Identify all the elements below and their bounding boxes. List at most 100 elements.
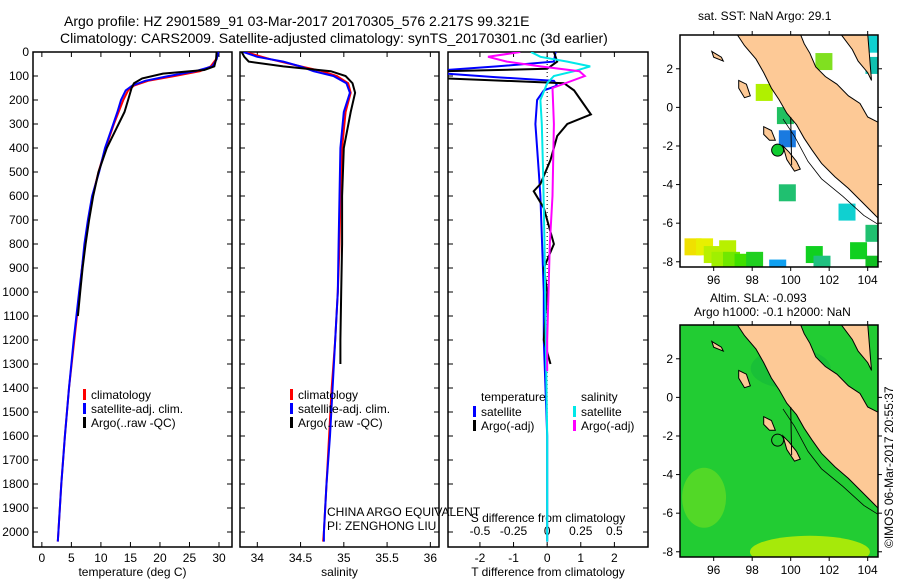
legend-label: satellite-adj. clim.: [91, 402, 183, 416]
plot-frame: [32, 51, 233, 548]
sst-cell: [778, 130, 796, 148]
x-tick-label: 35.5: [375, 551, 399, 565]
sla-map-title-1: Altim. SLA: -0.093: [710, 291, 807, 305]
land-island: [738, 79, 751, 99]
panel-difference: -2 -1 0 1 2T difference from climatology -0.5…: [447, 51, 649, 579]
lat-tick-label: -2: [662, 139, 673, 153]
y-tick-label: 1400: [2, 381, 29, 395]
x-tick-label: 35: [337, 551, 351, 565]
y-tick-label: 400: [9, 141, 29, 155]
sst-cell: [850, 242, 868, 260]
sst-cell: [746, 251, 764, 267]
y-tick-label: 1000: [2, 285, 29, 299]
legend-swatch: [573, 406, 576, 417]
credit-label: ©IMOS 06-Mar-2017 20:55:37: [882, 386, 896, 548]
series-line-satellite-adj-clim-: [243, 52, 351, 542]
x-tick-label: 10: [94, 551, 108, 565]
y-tick-label: 0: [22, 45, 29, 59]
sst-cell: [769, 259, 787, 267]
sst-cell: [815, 53, 833, 71]
land-island: [763, 125, 777, 141]
y-tick-label: 1100: [3, 309, 29, 323]
legend-swatch: [83, 389, 86, 400]
argo-position-marker: [771, 143, 785, 157]
sla-map-title-2: Argo h1000: -0.1 h2000: NaN: [694, 305, 851, 319]
legend-swatch: [290, 417, 293, 428]
sst-cell: [755, 83, 773, 101]
x-tick-label: 15: [124, 551, 138, 565]
legend-swatch: [573, 420, 576, 431]
legend-label: Argo(-adj): [481, 419, 534, 433]
plot-frame: [447, 51, 649, 548]
legend-label: climatology: [91, 388, 151, 402]
x-axis-label: T difference from climatology: [471, 565, 625, 579]
panel-salinity: 34 34.5 35 35.5 36 salinity climatologysatelli…: [239, 51, 440, 579]
y-tick-label: 500: [9, 165, 29, 179]
pi-name: PI: ZENGHONG LIU: [327, 519, 436, 533]
lat-tick-label: 0: [666, 100, 673, 114]
y-tick-label: 300: [9, 117, 29, 131]
series-line-argo-raw-qc-: [76, 52, 218, 317]
series-line-s-argo-adj-: [487, 52, 587, 372]
x-tick-label: 5: [68, 551, 75, 565]
series-line-climatology: [244, 52, 352, 542]
lon-tick-label: 100: [781, 563, 801, 577]
series-line-satellite-adj-clim-: [56, 52, 220, 542]
legend-label: satellite: [481, 405, 522, 419]
legend-swatch: [290, 403, 293, 414]
sla-anomaly-patch: [682, 467, 727, 528]
depth-contour: [782, 118, 878, 225]
x-tick-label: 34: [251, 551, 265, 565]
land-island: [710, 340, 725, 353]
lon-tick-label: 98: [746, 273, 760, 287]
lon-tick-label: 104: [858, 273, 878, 287]
legend-swatch: [473, 406, 476, 417]
map-sla: 96 98 100 102 104 2 0 -2 -4 -6 -8: [662, 321, 882, 577]
argo-position-marker: [771, 433, 785, 447]
title-line-2: Climatology: CARS2009. Satellite-adjuste…: [60, 30, 608, 46]
series-line-s-satellite: [530, 52, 591, 542]
series-group: [56, 52, 220, 542]
sst-cell: [865, 224, 878, 242]
y-tick-label: 100: [9, 69, 29, 83]
lat-tick-label: -4: [662, 468, 673, 482]
sla-anomaly-patch: [749, 535, 870, 557]
map-content: [680, 325, 878, 557]
lon-tick-label: 100: [781, 273, 801, 287]
lat-tick-label: -2: [662, 429, 673, 443]
y-tick-label: 200: [9, 93, 29, 107]
s-tick-label: -0.25: [500, 524, 528, 538]
legend-header: temperature: [481, 390, 546, 404]
y-tick-label: 800: [9, 237, 29, 251]
title-line-1: Argo profile: HZ 2901589_91 03-Mar-2017 …: [64, 13, 529, 29]
lat-tick-label: 2: [666, 352, 673, 366]
land-malay-peninsula: [840, 35, 872, 81]
series-line-t-satellite: [448, 52, 559, 542]
map-content: [680, 35, 878, 267]
x-tick-label: 34.5: [289, 551, 313, 565]
legend-label: Argo(..raw -QC): [298, 416, 383, 430]
legend-label: climatology: [298, 388, 358, 402]
lat-tick-label: -4: [662, 178, 673, 192]
s-tick-label: -0.5: [470, 524, 491, 538]
track-line: [790, 117, 793, 166]
x-tick-label: 36: [424, 551, 438, 565]
lon-tick-label: 104: [858, 563, 878, 577]
lat-tick-label: -6: [662, 506, 673, 520]
x-tick-label: 0: [544, 551, 551, 565]
land-island: [738, 369, 751, 389]
y-tick-label: 2000: [2, 525, 29, 539]
legend-label: satellite-adj. clim.: [298, 402, 390, 416]
sst-map-title: sat. SST: NaN Argo: 29.1: [698, 9, 832, 23]
lon-tick-label: 102: [819, 273, 839, 287]
lon-tick-label: 96: [707, 563, 721, 577]
sst-cell: [778, 184, 796, 202]
land-island: [763, 415, 777, 431]
depth-contour: [782, 408, 878, 515]
legend-label: Argo(-adj): [581, 419, 634, 433]
y-tick-label: 1600: [2, 429, 29, 443]
plot-frame: [239, 51, 440, 548]
x-axis-label: salinity: [321, 565, 358, 579]
lat-tick-label: -6: [662, 216, 673, 230]
